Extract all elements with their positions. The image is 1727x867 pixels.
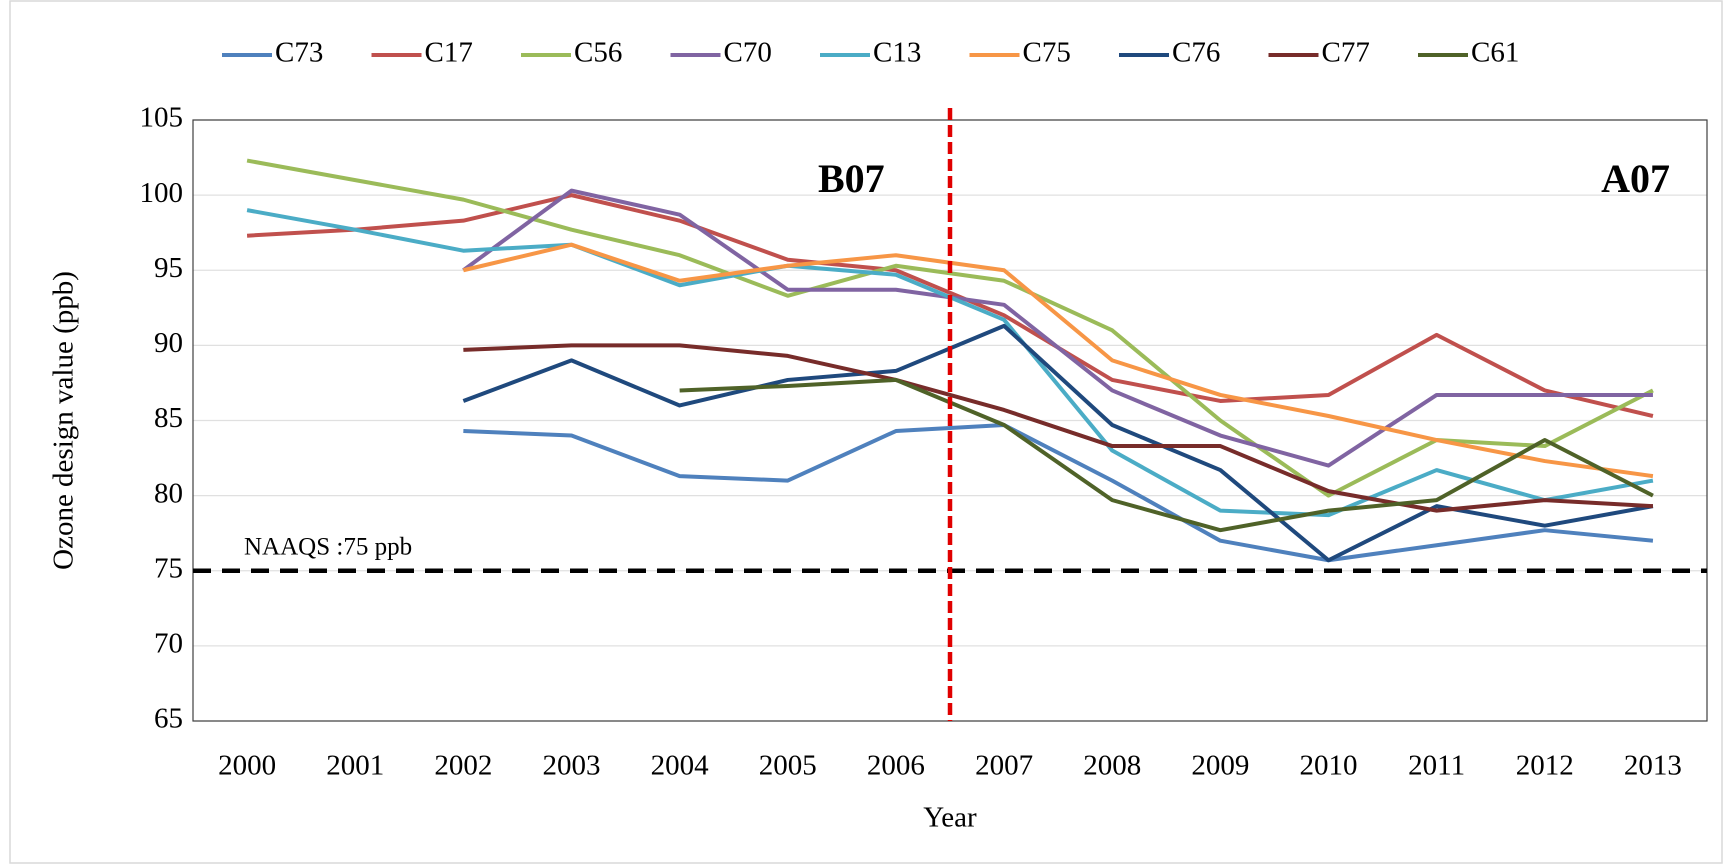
series-line <box>246 158 1654 498</box>
annotation: B07 <box>818 156 885 201</box>
x-tick-label: 2001 <box>326 750 384 782</box>
legend-label: C56 <box>574 37 622 69</box>
x-tick-label: 2003 <box>543 750 601 782</box>
x-tick-label: 2006 <box>867 750 925 782</box>
x-tick-label: 2005 <box>759 750 817 782</box>
legend-label: C70 <box>724 37 772 69</box>
x-tick-label: 2004 <box>651 750 710 782</box>
y-tick-label: 90 <box>154 327 183 359</box>
annotation: A07 <box>1601 156 1670 201</box>
x-tick-label: 2012 <box>1516 750 1574 782</box>
legend-label: C61 <box>1471 37 1519 69</box>
series-line <box>462 242 1654 479</box>
y-tick-label: 70 <box>154 628 183 660</box>
y-tick-label: 80 <box>154 477 183 509</box>
legend-label: C73 <box>275 37 323 69</box>
legend-label: C77 <box>1322 37 1370 69</box>
x-tick-label: 2013 <box>1624 750 1682 782</box>
x-tick-label: 2002 <box>434 750 492 782</box>
reference-label: NAAQS :75 ppb <box>244 533 412 560</box>
y-tick-label: 105 <box>140 102 184 134</box>
series-line <box>463 343 1654 513</box>
x-tick-label: 2009 <box>1191 750 1249 782</box>
series-line <box>463 423 1654 563</box>
x-tick-label: 2007 <box>975 750 1033 782</box>
legend-label: C17 <box>425 37 473 69</box>
x-tick-label: 2008 <box>1083 750 1141 782</box>
x-axis-title: Year <box>923 802 977 834</box>
chart-frame <box>9 0 1723 864</box>
legend-label: C75 <box>1023 37 1071 69</box>
legend-label: C13 <box>873 37 921 69</box>
x-tick-label: 2011 <box>1408 750 1465 782</box>
legend-label: C76 <box>1172 37 1220 69</box>
y-tick-label: 75 <box>154 552 183 584</box>
x-tick-label: 2010 <box>1300 750 1358 782</box>
series-line <box>246 193 1654 418</box>
y-tick-label: 65 <box>154 703 183 735</box>
y-axis-title: Ozone design value (ppb) <box>48 271 80 570</box>
y-tick-label: 95 <box>154 252 183 284</box>
y-tick-label: 85 <box>154 402 183 434</box>
series-line <box>679 377 1654 533</box>
x-tick-label: 2000 <box>218 750 276 782</box>
series-line <box>462 188 1653 468</box>
y-tick-label: 100 <box>140 177 184 209</box>
